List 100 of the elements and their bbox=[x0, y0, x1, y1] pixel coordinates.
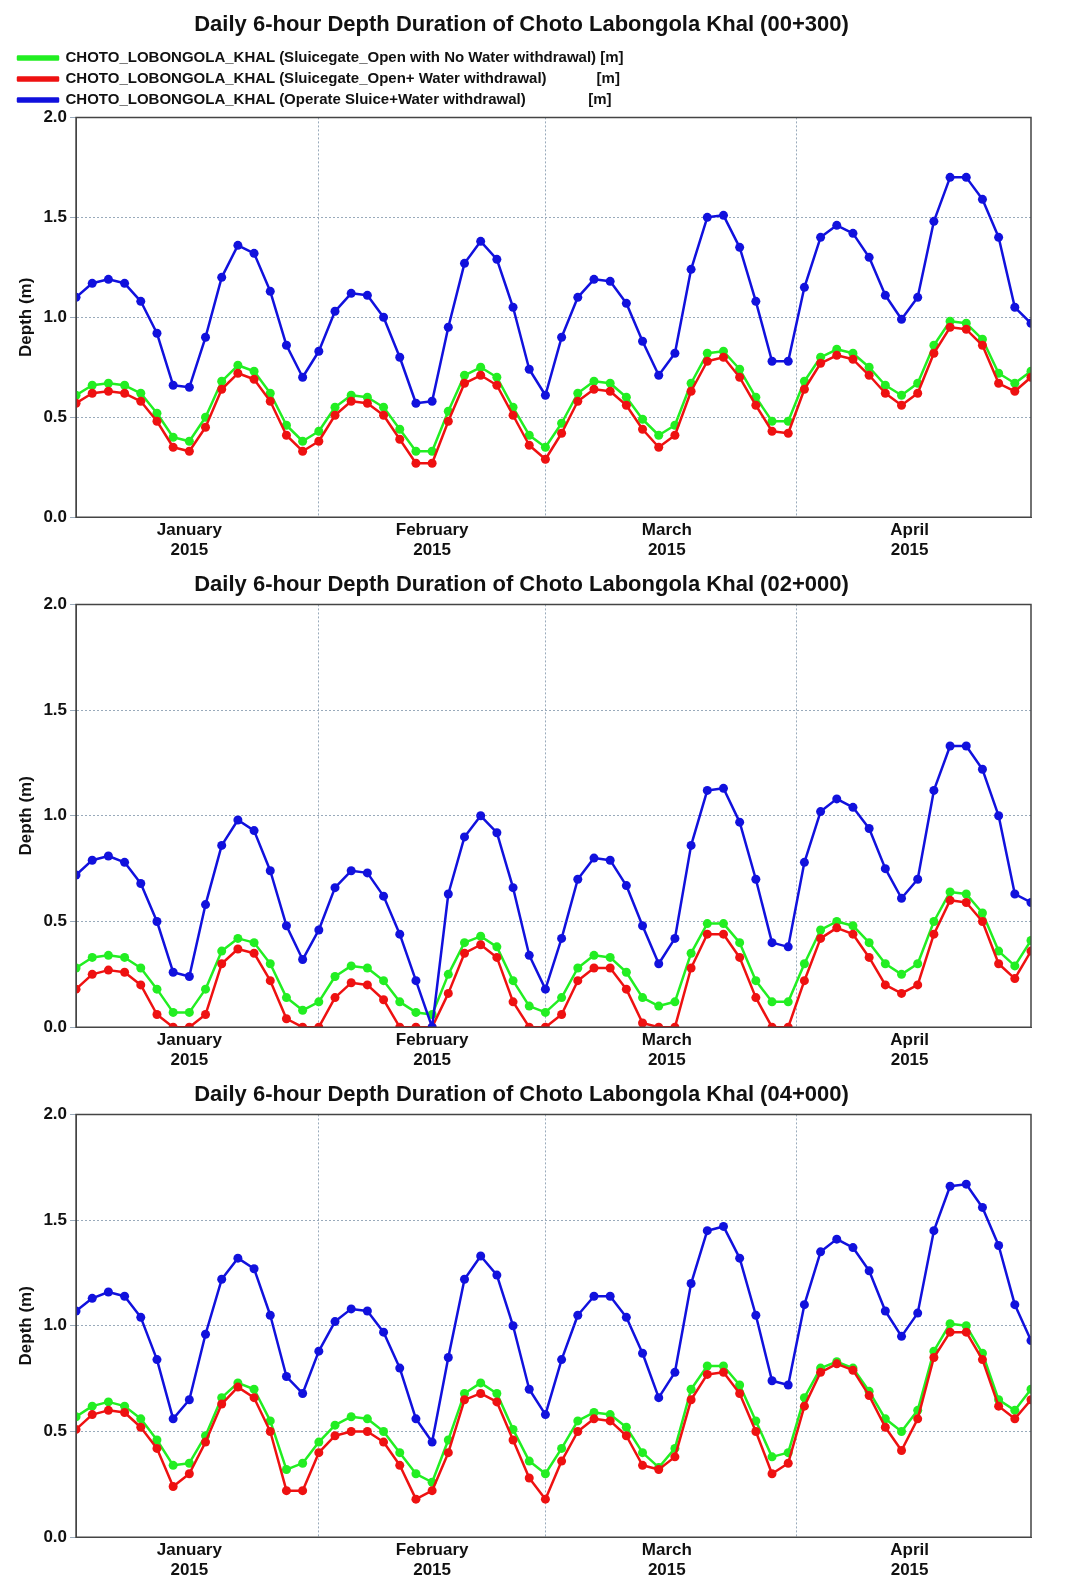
point bbox=[136, 296, 146, 306]
point bbox=[718, 1221, 728, 1231]
x-tick-label: April 2015 bbox=[890, 520, 929, 560]
point bbox=[233, 944, 243, 954]
x-tick-label: March 2015 bbox=[641, 520, 692, 560]
legend-label: CHOTO_LOBONGOLA_KHAL (Sluicegate_Open with No Water withdrawal) [m] bbox=[65, 48, 624, 66]
point bbox=[152, 1010, 162, 1020]
point bbox=[816, 1367, 826, 1377]
point bbox=[492, 828, 502, 838]
point bbox=[508, 302, 518, 312]
point bbox=[362, 868, 372, 878]
point bbox=[201, 422, 211, 432]
y-tick-label: 2.0 bbox=[43, 594, 68, 614]
point bbox=[492, 254, 502, 264]
point bbox=[330, 993, 340, 1003]
point bbox=[201, 1010, 211, 1020]
point bbox=[362, 963, 372, 973]
point bbox=[767, 1376, 777, 1386]
point bbox=[492, 372, 502, 382]
x-tick-label: January 2015 bbox=[156, 1030, 223, 1070]
point bbox=[929, 216, 939, 226]
point bbox=[945, 172, 955, 182]
point bbox=[913, 980, 923, 990]
chart-title: Daily 6-hour Depth Duration of Choto Labongola Khal (02+000) bbox=[194, 571, 849, 597]
point bbox=[799, 384, 809, 394]
point bbox=[880, 980, 890, 990]
point bbox=[508, 1321, 518, 1331]
point bbox=[977, 340, 987, 350]
point bbox=[87, 1410, 97, 1420]
point bbox=[913, 292, 923, 302]
point bbox=[994, 811, 1004, 821]
point bbox=[459, 832, 469, 842]
point bbox=[557, 933, 567, 943]
point bbox=[508, 410, 518, 420]
x-tick-label: January 2015 bbox=[156, 520, 223, 560]
point bbox=[702, 348, 712, 358]
point bbox=[751, 1310, 761, 1320]
point bbox=[621, 1422, 631, 1432]
point bbox=[767, 356, 777, 366]
point bbox=[233, 240, 243, 250]
point bbox=[654, 1001, 664, 1011]
point bbox=[735, 1253, 745, 1263]
point bbox=[233, 360, 243, 370]
point bbox=[686, 264, 696, 274]
point bbox=[233, 1253, 243, 1263]
point bbox=[638, 414, 648, 424]
point bbox=[945, 1181, 955, 1191]
point bbox=[848, 921, 858, 931]
point bbox=[540, 454, 550, 464]
point bbox=[816, 933, 826, 943]
point bbox=[492, 380, 502, 390]
point bbox=[1010, 1300, 1020, 1310]
point bbox=[120, 380, 130, 390]
point bbox=[540, 390, 550, 400]
point bbox=[87, 380, 97, 390]
point bbox=[573, 874, 583, 884]
point bbox=[168, 432, 178, 442]
point bbox=[864, 823, 874, 833]
point bbox=[136, 1422, 146, 1432]
point bbox=[87, 1401, 97, 1411]
point bbox=[557, 1355, 567, 1365]
point bbox=[767, 416, 777, 426]
point bbox=[298, 446, 308, 456]
point bbox=[540, 442, 550, 452]
point bbox=[540, 1494, 550, 1504]
point bbox=[298, 1486, 308, 1496]
point bbox=[136, 388, 146, 398]
point bbox=[249, 374, 259, 384]
point bbox=[314, 426, 324, 436]
point bbox=[621, 392, 631, 402]
point bbox=[945, 741, 955, 751]
point bbox=[864, 370, 874, 380]
point bbox=[816, 1247, 826, 1257]
point bbox=[298, 372, 308, 382]
point bbox=[751, 993, 761, 1003]
point bbox=[702, 1361, 712, 1371]
point bbox=[217, 384, 227, 394]
point bbox=[767, 426, 777, 436]
point bbox=[120, 1407, 130, 1417]
point bbox=[573, 976, 583, 986]
point bbox=[379, 891, 389, 901]
point bbox=[120, 952, 130, 962]
point bbox=[799, 857, 809, 867]
point bbox=[670, 1367, 680, 1377]
point bbox=[168, 1460, 178, 1470]
point bbox=[152, 328, 162, 338]
point bbox=[184, 1007, 194, 1017]
point bbox=[702, 785, 712, 795]
point bbox=[346, 1427, 356, 1436]
point bbox=[459, 370, 469, 380]
x-tick-label: January 2015 bbox=[156, 1540, 223, 1580]
point bbox=[994, 232, 1004, 242]
point bbox=[265, 1427, 275, 1436]
point bbox=[508, 997, 518, 1007]
point bbox=[168, 442, 178, 452]
point bbox=[265, 396, 275, 406]
point bbox=[864, 952, 874, 962]
point bbox=[379, 402, 389, 412]
point bbox=[379, 410, 389, 420]
point bbox=[880, 380, 890, 390]
